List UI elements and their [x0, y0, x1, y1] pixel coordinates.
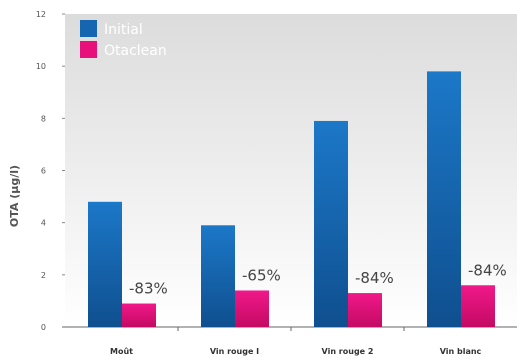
bar-otaclean-2 [348, 293, 382, 327]
reduction-label: -83% [129, 280, 168, 298]
bar-initial-3 [427, 71, 461, 327]
bar-otaclean-1 [235, 290, 269, 327]
reduction-label: -65% [242, 266, 281, 284]
bar-initial-1 [201, 225, 235, 327]
reduction-label: -84% [355, 269, 394, 287]
y-tick-label: 4 [41, 219, 46, 228]
bar-otaclean-3 [461, 285, 495, 327]
legend: Initial Otaclean [80, 20, 167, 59]
bar-initial-0 [88, 201, 122, 327]
bar-otaclean-0 [122, 303, 156, 327]
y-tick-label: 6 [41, 167, 46, 176]
y-tick-label: 8 [41, 114, 46, 123]
y-axis: 0 2 4 6 8 10 12 [36, 10, 65, 332]
legend-swatch-otaclean [80, 41, 97, 58]
category-label: Vin rouge I [210, 347, 259, 356]
y-tick-label: 12 [36, 10, 46, 19]
x-axis: Moût Vin rouge I Vin rouge 2 Vin blanc [62, 326, 517, 356]
category-label: Moût [110, 347, 133, 356]
bar-initial-2 [314, 120, 348, 327]
legend-label-otaclean: Otaclean [104, 43, 167, 59]
legend-label-initial: Initial [104, 22, 143, 38]
category-label: Vin blanc [440, 347, 482, 356]
legend-swatch-initial [80, 20, 97, 37]
y-tick-label: 10 [36, 62, 46, 71]
y-tick-label: 0 [41, 323, 46, 332]
y-tick-label: 2 [41, 271, 46, 280]
reduction-annotations: -83% -65% -84% -84% [129, 261, 507, 297]
category-label: Vin rouge 2 [322, 347, 374, 356]
y-axis-title: OTA (μg/l) [8, 165, 21, 227]
bars [88, 71, 495, 327]
reduction-label: -84% [468, 261, 507, 279]
